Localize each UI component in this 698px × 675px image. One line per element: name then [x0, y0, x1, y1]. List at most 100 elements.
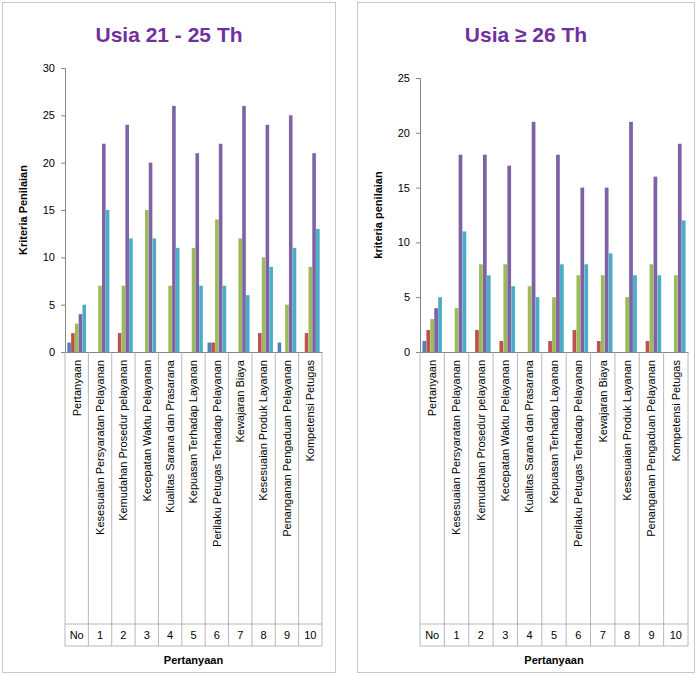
- y-tick-label: 5: [404, 291, 410, 303]
- separator-line: [566, 352, 567, 646]
- x-axis: PertanyaanKesesuaian Persyaratan Pelayan…: [421, 352, 689, 547]
- separator-line: [275, 352, 276, 646]
- category-number: 10: [670, 629, 682, 641]
- bar: [168, 286, 172, 352]
- x-tick-label: Pertanyaan: [71, 360, 83, 416]
- category-number: 10: [304, 629, 316, 641]
- y-tick-mark: [416, 352, 420, 353]
- x-tick: Kemudahan Prosedur pelayanan: [117, 352, 129, 521]
- bar: [471, 352, 475, 353]
- y-tick-mark: [61, 305, 65, 306]
- bar: [499, 341, 503, 352]
- x-tick-label: Kepuasan Terhadap Layanan: [187, 360, 199, 504]
- category-number: 8: [261, 629, 267, 641]
- category-number: 7: [600, 629, 606, 641]
- y-axis: 0510152025: [398, 72, 421, 358]
- bar: [71, 333, 75, 352]
- bar: [102, 144, 106, 352]
- separator-line: [322, 352, 323, 646]
- bar-series: [75, 210, 312, 352]
- category-separators: [420, 352, 688, 646]
- bar: [646, 341, 650, 352]
- bar: [199, 286, 203, 352]
- bar: [118, 333, 122, 352]
- bar: [674, 275, 678, 352]
- bar: [536, 297, 540, 352]
- bar: [192, 248, 196, 352]
- bar: [573, 330, 577, 352]
- y-tick-label: 10: [43, 251, 55, 263]
- y-tick-mark: [61, 210, 65, 211]
- x-tick: Kepuasan Terhadap Layanan: [548, 352, 560, 504]
- separator-line: [228, 352, 229, 646]
- y-tick-label: 25: [43, 109, 55, 121]
- category-number: 4: [527, 629, 533, 641]
- y-tick: 0: [404, 346, 420, 358]
- y-tick-mark: [416, 133, 420, 134]
- category-separators: [65, 352, 322, 646]
- x-tick: Penanganan Pengaduan Pelayanan: [645, 352, 657, 537]
- category-number: 7: [237, 629, 243, 641]
- x-tick: Kewajaran Biaya: [234, 352, 246, 443]
- bar: [165, 352, 169, 353]
- bar: [560, 264, 564, 352]
- x-tick: Kecepatan Waktu Pelayanan: [141, 352, 153, 501]
- y-tick-mark: [416, 242, 420, 243]
- separator-line: [420, 352, 421, 646]
- y-axis-line: [416, 79, 421, 353]
- separator-line: [65, 352, 66, 646]
- x-tick-label: Kewajaran Biaya: [597, 359, 609, 442]
- bar: [235, 352, 239, 353]
- category-number: 6: [214, 629, 220, 641]
- y-tick-mark: [416, 78, 420, 79]
- bar: [422, 341, 426, 352]
- bar: [451, 352, 455, 353]
- x-tick-label: Kesesuaian Produk Layanan: [257, 360, 269, 501]
- y-tick: 10: [398, 236, 420, 248]
- bar: [79, 314, 83, 352]
- y-tick-label: 20: [398, 127, 410, 139]
- bar: [258, 333, 262, 352]
- bar: [601, 275, 605, 352]
- y-tick: 10: [43, 251, 65, 263]
- bar: [552, 297, 556, 352]
- bar: [161, 352, 165, 353]
- bar: [145, 210, 149, 352]
- y-tick: 15: [398, 182, 420, 194]
- bar: [106, 210, 110, 352]
- x-tick: Kesesuaian Produk Layanan: [621, 352, 633, 501]
- bar: [289, 115, 293, 352]
- bar: [211, 343, 215, 352]
- bar: [511, 286, 515, 352]
- bar: [219, 144, 223, 352]
- bar: [520, 352, 524, 353]
- x-axis-line: [421, 352, 689, 353]
- bar: [94, 352, 98, 353]
- chart-title: Usia ≥ 26 Th: [465, 23, 587, 46]
- x-axis-line: [66, 352, 323, 353]
- bar: [447, 352, 451, 353]
- x-tick: Kewajaran Biaya: [597, 352, 609, 443]
- bar-series: [430, 264, 677, 352]
- category-number: 8: [624, 629, 630, 641]
- x-axis-title: Pertanyaan: [164, 654, 224, 666]
- y-tick-label: 15: [43, 204, 55, 216]
- bar: [629, 122, 633, 352]
- bar: [430, 319, 434, 352]
- bar-series: [79, 106, 316, 352]
- bar: [532, 122, 536, 352]
- separator-line: [517, 352, 518, 646]
- bar: [114, 352, 118, 353]
- separator-line: [251, 352, 252, 646]
- separator-line: [663, 352, 664, 646]
- bar: [576, 275, 580, 352]
- separator-line: [158, 352, 159, 646]
- y-tick-label: 20: [43, 157, 55, 169]
- bar: [176, 248, 180, 352]
- bar: [301, 352, 305, 353]
- chart-canvas: Usia 21 - 25 Th051015202530Kriteria Peni…: [0, 0, 698, 675]
- category-number: 9: [284, 629, 290, 641]
- x-tick: Kesesuaian Persyaratan Pelayanan: [450, 352, 462, 535]
- bar: [528, 286, 532, 352]
- bar: [580, 188, 584, 352]
